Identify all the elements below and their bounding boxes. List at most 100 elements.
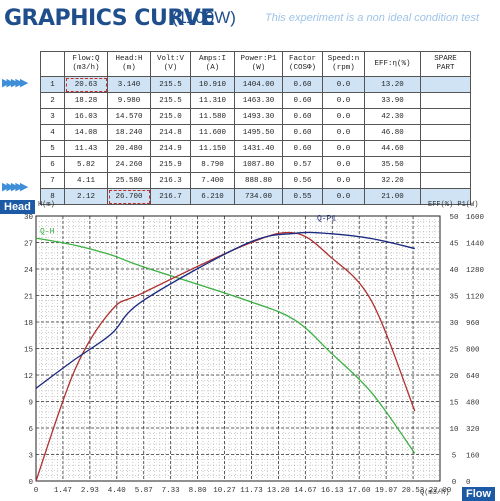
table-cell: 0.0: [322, 172, 365, 189]
column-header: SPARE PART: [420, 51, 471, 77]
data-table: Flow:Q (m3/h) Head:H (m) Volt:V (V) Amps:I (A) P…: [40, 51, 471, 205]
left-tick-label: 0: [28, 479, 33, 487]
x-tick-label: 11.73: [240, 487, 263, 495]
x-tick-label: 17.60: [348, 487, 371, 495]
table-cell: 1495.50: [234, 124, 283, 141]
p1-tick-label: 800: [466, 347, 480, 355]
eff-tick-label: 0: [452, 479, 457, 487]
left-tick-label: 21: [24, 294, 34, 302]
x-tick-label: 14.67: [294, 487, 317, 495]
table-cell: 1431.40: [234, 140, 283, 157]
eff-tick-label: 20: [449, 373, 459, 381]
right-axis-label: EFF(%) P1(W): [428, 201, 479, 209]
bottom-axis-label: Q(m3/h): [420, 489, 450, 497]
table-cell: 33.90: [364, 92, 421, 109]
table-row: 7 4.11 25.580 216.3 7.400 888.80 0.56 0.0 32.20: [40, 172, 471, 189]
chevrons-right-icon: ▶▶▶▶▶: [2, 181, 28, 193]
table-row: 3 16.03 14.570 215.0 11.580 1493.30 0.60 0.0 42.…: [40, 108, 471, 125]
x-tick-label: 10.27: [213, 487, 236, 495]
x-tick-label: 0: [34, 487, 39, 495]
qh-curve-label: Q-H: [40, 227, 55, 236]
table-cell: [420, 188, 471, 205]
qp1-curve-label: Q-P1: [317, 215, 336, 224]
table-cell: 0.55: [282, 188, 323, 205]
left-tick-label: 18: [24, 320, 33, 328]
table-cell: 11.600: [190, 124, 235, 141]
table-cell: 7.400: [190, 172, 235, 189]
x-tick-label: 4.40: [108, 487, 127, 495]
p1-tick-label: 160: [466, 453, 480, 461]
table-cell: 35.50: [364, 156, 421, 173]
table-cell: 0.0: [322, 92, 365, 109]
column-header: [40, 51, 65, 77]
p1-tick-label: 0: [466, 479, 471, 487]
table-row: 4 14.08 18.240 214.8 11.600 1495.50 0.60 0.0 46.…: [40, 124, 471, 141]
table-cell: 3.140: [107, 76, 151, 93]
table-cell: 1087.80: [234, 156, 283, 173]
table-cell: 216.3: [150, 172, 191, 189]
table-cell: 14.570: [107, 108, 151, 125]
left-tick-label: 27: [24, 241, 33, 249]
table-cell: 215.5: [150, 92, 191, 109]
table-cell: 25.580: [107, 172, 151, 189]
p1-tick-label: 1120: [466, 294, 485, 302]
table-cell: 5: [40, 140, 65, 157]
table-cell: 214.8: [150, 124, 191, 141]
eff-tick-label: 45: [449, 241, 459, 249]
x-tick-label: 2.93: [81, 487, 100, 495]
table-cell: 1463.30: [234, 92, 283, 109]
chevrons-right-icon: ▶▶▶▶▶: [2, 77, 28, 89]
table-cell: [420, 172, 471, 189]
p1-tick-label: 640: [466, 373, 480, 381]
table-cell: 2: [40, 92, 65, 109]
table-cell: 0.0: [322, 140, 365, 157]
table-cell: 20.63: [64, 76, 108, 93]
table-cell: 0.57: [282, 156, 323, 173]
column-header: EFF:η(%): [364, 51, 421, 77]
table-cell: 0.0: [322, 76, 365, 93]
left-tick-label: 24: [24, 267, 34, 275]
table-cell: [420, 156, 471, 173]
table-cell: 14.08: [64, 124, 108, 141]
table-cell: [420, 76, 471, 93]
column-header: Flow:Q (m3/h): [64, 51, 108, 77]
table-cell: 20.480: [107, 140, 151, 157]
table-cell: 0.0: [322, 156, 365, 173]
p1-tick-label: 320: [466, 426, 480, 434]
table-cell: 4: [40, 124, 65, 141]
performance-chart: 0 1.47 2.93 4.40 5.87 7.33 8.80 10.27 11.73 13.20…: [24, 214, 485, 495]
column-header: Power:P1 (W): [234, 51, 283, 77]
table-cell: 16.03: [64, 108, 108, 125]
table-cell: 1404.00: [234, 76, 283, 93]
table-cell: [420, 92, 471, 109]
column-header: Head:H (m): [107, 51, 151, 77]
table-cell: 11.310: [190, 92, 235, 109]
p1-tick-label: 480: [466, 400, 480, 408]
column-header: Volt:V (V): [150, 51, 191, 77]
table-cell: 6.210: [190, 188, 235, 205]
table-cell: 5.82: [64, 156, 108, 173]
flow-tag: Flow: [462, 487, 496, 501]
table-cell: 26.700: [107, 188, 151, 205]
table-cell: 888.80: [234, 172, 283, 189]
table-cell: [420, 124, 471, 141]
p1-tick-label: 960: [466, 320, 480, 328]
column-header: Factor (COSΦ): [282, 51, 323, 77]
table-cell: 24.260: [107, 156, 151, 173]
eff-tick-label: 5: [452, 453, 457, 461]
left-axis-label: H(m): [38, 201, 55, 209]
eff-tick-label: 35: [449, 294, 459, 302]
table-cell: 1: [40, 76, 65, 93]
left-tick-label: 30: [24, 214, 34, 222]
table-row: 2 18.28 9.980 215.5 11.310 1463.30 0.60 0.0 33.9…: [40, 92, 471, 109]
table-cell: 7: [40, 172, 65, 189]
p1-tick-label: 1280: [466, 267, 485, 275]
table-cell: 214.9: [150, 140, 191, 157]
table-cell: 18.28: [64, 92, 108, 109]
qh-curve-line: [35, 237, 416, 454]
left-tick-label: 9: [28, 400, 33, 408]
left-tick-label: 15: [24, 347, 34, 355]
p1-tick-label: 1440: [466, 241, 485, 249]
table-cell: 13.20: [364, 76, 421, 93]
table-cell: 21.00: [364, 188, 421, 205]
